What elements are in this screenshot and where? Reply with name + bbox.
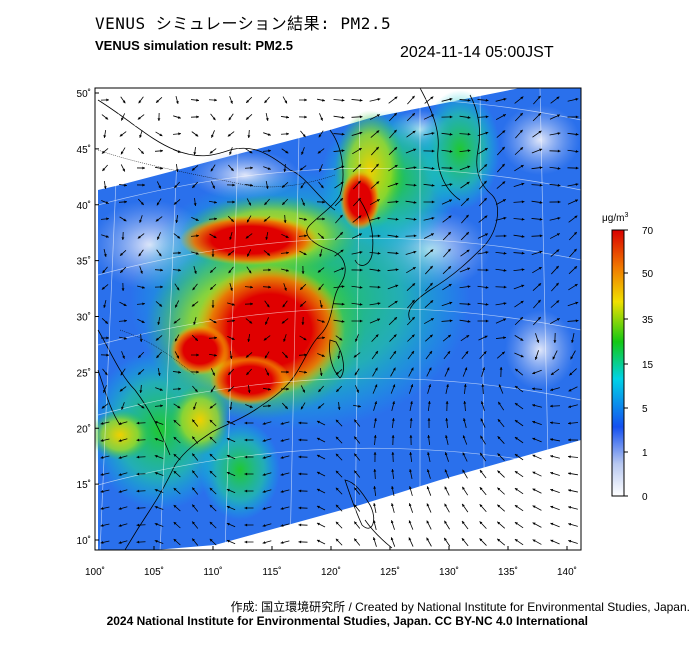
forecast-timestamp: 2024-11-14 05:00JST [400,44,554,61]
pm25-concentration-field [95,88,581,550]
latitude-tick-label: 25˚ [77,367,91,379]
country-borders [97,149,336,376]
latitude-tick-label: 10˚ [77,535,91,547]
latitude-tick-label: 15˚ [77,479,91,491]
latitude-tick-label: 20˚ [77,423,91,435]
latitude-tick-label: 40˚ [77,200,91,212]
colorbar-unit: μg/m3 [602,212,628,224]
colorbar-tick-label: 70 [642,226,654,237]
colorbar-tick-label: 1 [642,448,648,459]
colorbar-ramp [611,229,625,497]
latitude-axis: 50˚ 45˚ 40˚ 35˚ 30˚ 25˚ 20˚ 15˚ 10˚ [77,88,99,547]
latitude-tick-label: 45˚ [77,144,91,156]
coastlines [97,88,499,550]
longitude-tick-label: 115˚ [262,566,281,578]
colorbar-tick-label: 5 [642,404,648,415]
graticule [97,88,581,550]
map-frame [94,87,582,551]
longitude-tick-label: 135˚ [498,566,518,578]
latitude-tick-label: 30˚ [77,312,91,324]
colorbar-tick-label: 35 [642,315,654,326]
colorbar-tick-label: 50 [642,269,654,280]
longitude-tick-label: 130˚ [439,566,459,578]
title-english: VENUS simulation result: PM2.5 [95,38,293,53]
license-text: 2024 National Institute for Environmenta… [106,614,588,628]
longitude-tick-label: 125˚ [380,566,400,578]
longitude-tick-label: 140˚ [557,566,577,578]
longitude-tick-label: 110˚ [203,566,222,578]
colorbar-tick-label: 0 [642,492,648,503]
longitude-tick-label: 120˚ [321,566,341,578]
wind-vectors [100,95,579,547]
latitude-tick-label: 35˚ [77,256,91,268]
title-japanese: VENUS シミュレーション結果: PM2.5 [95,14,392,33]
latitude-tick-label: 50˚ [77,88,91,100]
credit-text: 作成: 国立環境研究所 / Created by National Instit… [230,600,690,614]
longitude-tick-label: 100˚ [85,566,105,578]
colorbar-tick-label: 15 [642,360,654,371]
longitude-axis: 100˚ 105˚ 110˚ 115˚ 120˚ 125˚ 130˚ 135˚ 140˚ [85,546,577,578]
longitude-tick-label: 105˚ [144,566,164,578]
colorbar: μg/m3 70 50 35 15 5 1 0 [602,212,654,503]
